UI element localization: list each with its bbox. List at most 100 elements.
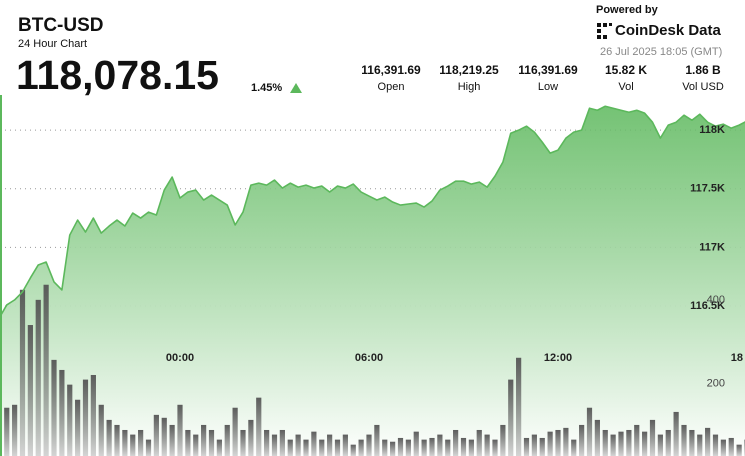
volume-bar	[216, 439, 222, 456]
y-tick-label: 118K	[699, 124, 725, 136]
volume-bar	[382, 439, 388, 456]
volume-bar	[185, 429, 191, 456]
volume-bar	[500, 424, 506, 456]
price-area	[0, 106, 745, 456]
volume-bar	[366, 434, 372, 456]
volume-bar	[311, 431, 317, 456]
y-tick-label: 116.5K	[690, 300, 725, 312]
volume-bar	[539, 437, 545, 456]
volume-bar	[634, 424, 640, 456]
stat-value: 1.86 B	[685, 63, 721, 77]
volume-bar	[413, 431, 419, 456]
volume-bar	[138, 429, 144, 456]
volume-bar	[705, 427, 711, 456]
volume-bar	[579, 424, 585, 456]
volume-bar	[358, 439, 364, 456]
volume-bar	[295, 434, 301, 456]
volume-bar	[145, 439, 152, 456]
chart-title: BTC-USD	[18, 15, 104, 36]
volume-bar	[287, 439, 293, 456]
volume-bar	[319, 439, 325, 456]
volume-bar	[736, 444, 742, 456]
volume-bar	[468, 439, 474, 456]
y-tick-label: 117.5K	[690, 183, 725, 195]
volume-bar	[492, 439, 498, 456]
stat-label: Open	[378, 81, 405, 93]
stat-label: Vol USD	[682, 81, 724, 93]
y-tick-label: 117K	[699, 241, 725, 253]
volume-bar	[82, 379, 89, 456]
volume-bar	[563, 427, 569, 456]
volume-bar	[201, 424, 207, 456]
volume-bar	[130, 434, 136, 456]
last-price: 118,078.15	[16, 52, 219, 98]
volume-bar	[516, 357, 522, 456]
volume-bar	[484, 434, 490, 456]
volume-bar	[642, 431, 648, 456]
volume-bar	[232, 407, 238, 456]
volume-bar	[508, 379, 514, 456]
volume-bar	[594, 419, 600, 456]
volume-bar	[602, 429, 608, 456]
volume-bar	[453, 429, 459, 456]
volume-bar	[12, 404, 18, 456]
volume-bar	[374, 424, 380, 456]
left-edge	[0, 95, 2, 456]
volume-bar	[397, 437, 404, 456]
volume-bar	[720, 439, 726, 456]
y2-tick-label: 400	[707, 294, 725, 306]
volume-bar	[445, 439, 451, 456]
volume-bar	[59, 369, 65, 456]
volume-bar	[4, 407, 10, 456]
volume-bar	[114, 424, 120, 456]
volume-bar	[161, 417, 167, 456]
volume-bar	[547, 431, 553, 456]
volume-bar	[43, 284, 49, 456]
volume-bar	[429, 437, 435, 456]
volume-bar	[681, 424, 687, 456]
volume-bar	[626, 429, 632, 456]
volume-bar	[271, 434, 278, 456]
change: 1.45%	[251, 82, 282, 94]
volume-bar	[264, 429, 270, 456]
volume-bar	[256, 397, 262, 456]
volume-bar	[177, 404, 183, 456]
volume-bar	[665, 429, 671, 456]
volume-bar	[27, 325, 33, 456]
volume-bar	[153, 414, 159, 456]
plot-area	[0, 105, 745, 456]
brand: CoinDesk Data	[615, 22, 722, 39]
stat-value: 118,219.25	[439, 63, 499, 77]
volume-bar	[75, 399, 81, 456]
volume-bar	[649, 419, 656, 456]
volume-bar	[437, 434, 443, 456]
stat-label: High	[458, 81, 481, 93]
volume-bar	[19, 289, 26, 456]
volume-bar	[405, 439, 411, 456]
volume-bar	[51, 359, 57, 456]
stat-value: 116,391.69	[361, 63, 421, 77]
volume-bar	[657, 434, 663, 456]
volume-bar	[350, 444, 356, 456]
volume-bar	[35, 299, 41, 456]
volume-bar	[697, 434, 703, 456]
volume-bar	[303, 439, 309, 456]
volume-bar	[673, 411, 679, 456]
stats: 116,391.69 Open 118,219.25 High 116,391.69 Lo…	[361, 63, 724, 93]
volume-bar	[90, 374, 96, 456]
stat-value: 15.82 K	[605, 63, 647, 77]
stat-label: Low	[538, 81, 558, 93]
y2-tick-label: 200	[707, 378, 725, 390]
volume-bar	[240, 429, 246, 456]
volume-bar	[523, 437, 530, 456]
volume-bar	[106, 419, 112, 456]
volume-bar	[712, 434, 719, 456]
volume-bar	[248, 419, 254, 456]
volume-bar	[728, 437, 734, 456]
volume-bar	[421, 439, 427, 456]
volume-bar	[390, 441, 396, 456]
volume-bar	[476, 429, 482, 456]
volume-bar	[342, 434, 348, 456]
volume-bar	[279, 429, 285, 456]
